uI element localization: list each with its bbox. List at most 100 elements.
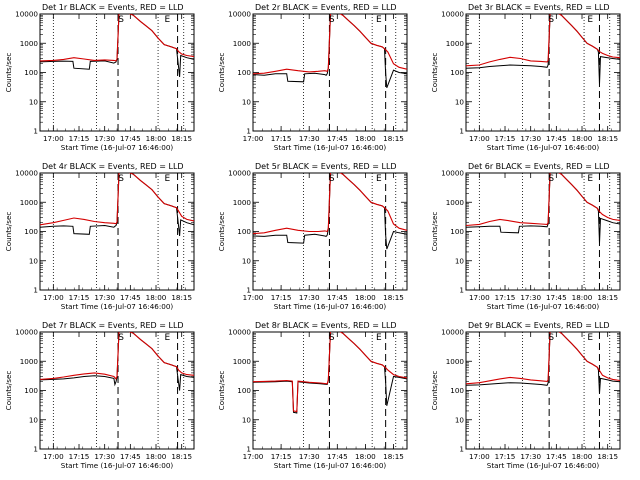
panel-title: Det 8r BLACK = Events, RED = LLD (255, 321, 397, 330)
marker-e: E (376, 174, 382, 184)
y-tick-label: 10 (455, 415, 465, 424)
y-tick-label: 1 (33, 286, 38, 295)
x-tick-label: 17:45 (120, 293, 141, 302)
y-tick-label: 1000 (233, 198, 252, 207)
series-group (253, 173, 407, 250)
x-tick-label: 17:30 (94, 452, 115, 461)
x-tick-label: 18:15 (597, 134, 618, 143)
plot-frame (39, 331, 195, 450)
y-tick-label: 10 (242, 97, 252, 106)
y-tick-label: 10 (455, 256, 465, 265)
x-tick-label: 18:00 (355, 134, 376, 143)
panel-det-7: Det 7r BLACK = Events, RED = LLD 1 10 100 10… (4, 321, 195, 470)
y-tick-label: 10 (455, 97, 465, 106)
y-tick-label: 100 (237, 68, 251, 77)
y-tick-label: 1 (246, 286, 251, 295)
y-tick-label: 1000 (20, 39, 39, 48)
y-tick-label: 1 (459, 286, 464, 295)
x-tick-label: 18:15 (597, 293, 618, 302)
x-tick-label: 17:30 (299, 452, 320, 461)
panel-det-6: Det 6r BLACK = Events, RED = LLD 1 10 100 10… (430, 162, 621, 311)
panel-det-9: Det 9r BLACK = Events, RED = LLD 1 10 100 10… (430, 321, 621, 470)
x-tick-label: 18:00 (355, 452, 376, 461)
marker-e: E (587, 174, 593, 184)
y-tick-label: 10 (29, 256, 39, 265)
marker-e: E (164, 15, 170, 25)
y-axis-label: Counts/sec (4, 371, 13, 411)
marker-e: E (376, 15, 382, 25)
lld-series-line (40, 173, 194, 226)
x-tick-label: 17:45 (327, 452, 348, 461)
x-axis-label: Start Time (16-Jul-07 16:46:00) (487, 143, 600, 152)
y-axis-label: Counts/sec (430, 53, 439, 93)
x-tick-label: 18:00 (146, 134, 167, 143)
panel-det-8: Det 8r BLACK = Events, RED = LLD 1 10 100 10… (217, 321, 408, 470)
x-tick-label: 18:15 (383, 452, 404, 461)
y-axis-label: Counts/sec (430, 212, 439, 252)
lld-series-line (253, 14, 407, 75)
y-axis-label: Counts/sec (430, 371, 439, 411)
x-tick-label: 18:15 (171, 134, 192, 143)
y-tick-label: 100 (24, 68, 38, 77)
y-tick-label: 100 (237, 386, 251, 395)
x-tick-label: 17:00 (469, 293, 490, 302)
x-tick-label: 17:00 (43, 293, 64, 302)
x-axis-label: Start Time (16-Jul-07 16:46:00) (61, 143, 174, 152)
panel-title: Det 6r BLACK = Events, RED = LLD (468, 162, 610, 171)
panel-det-3: Det 3r BLACK = Events, RED = LLD 1 10 100 10… (430, 3, 621, 152)
marker-s: S (329, 15, 335, 25)
x-tick-label: 17:00 (243, 452, 264, 461)
lld-series-line (253, 332, 407, 413)
marker-e: E (164, 174, 170, 184)
lld-series-line (40, 332, 194, 380)
y-tick-label: 100 (450, 386, 464, 395)
x-axis-label: Start Time (16-Jul-07 16:46:00) (487, 461, 600, 470)
y-tick-label: 100 (450, 227, 464, 236)
y-tick-label: 1000 (446, 198, 465, 207)
x-tick-label: 17:45 (546, 452, 567, 461)
lld-series-line (253, 173, 407, 235)
panel-title: Det 1r BLACK = Events, RED = LLD (42, 3, 184, 12)
x-tick-label: 17:30 (94, 293, 115, 302)
events-series-line (466, 173, 620, 244)
lld-series-line (466, 173, 620, 227)
marker-s: S (548, 333, 554, 343)
panel-title: Det 2r BLACK = Events, RED = LLD (255, 3, 397, 12)
x-tick-label: 17:45 (546, 134, 567, 143)
panel-det-1: Det 1r BLACK = Events, RED = LLD 1 10 100 10… (4, 3, 195, 152)
y-tick-label: 10000 (441, 10, 464, 19)
x-axis-label: Start Time (16-Jul-07 16:46:00) (487, 302, 600, 311)
y-tick-label: 1 (246, 445, 251, 454)
x-tick-label: 17:30 (520, 452, 541, 461)
marker-s: S (118, 174, 124, 184)
x-tick-label: 18:00 (572, 452, 593, 461)
x-tick-label: 17:00 (243, 293, 264, 302)
series-group (40, 173, 194, 237)
x-tick-label: 17:15 (69, 293, 90, 302)
x-tick-label: 17:45 (327, 293, 348, 302)
x-tick-label: 17:15 (271, 452, 292, 461)
plot-frame (39, 172, 195, 291)
panel-title: Det 7r BLACK = Events, RED = LLD (42, 321, 184, 330)
x-tick-label: 18:00 (572, 293, 593, 302)
x-tick-label: 18:15 (171, 293, 192, 302)
series-group (466, 173, 620, 244)
lld-series-line (466, 14, 620, 67)
y-tick-label: 1 (246, 127, 251, 136)
y-tick-label: 10000 (441, 169, 464, 178)
x-tick-label: 17:15 (271, 293, 292, 302)
marker-e: E (376, 333, 382, 343)
y-tick-label: 10000 (15, 328, 38, 337)
y-tick-label: 10000 (228, 328, 251, 337)
x-tick-label: 18:15 (597, 452, 618, 461)
y-tick-label: 1 (459, 445, 464, 454)
x-tick-label: 17:30 (520, 134, 541, 143)
y-tick-label: 1 (33, 127, 38, 136)
marker-s: S (118, 15, 124, 25)
y-tick-label: 10 (242, 415, 252, 424)
y-tick-label: 10000 (228, 169, 251, 178)
marker-s: S (329, 174, 335, 184)
y-tick-label: 10 (29, 97, 39, 106)
panel-det-2: Det 2r BLACK = Events, RED = LLD 1 10 100 10… (217, 3, 408, 152)
